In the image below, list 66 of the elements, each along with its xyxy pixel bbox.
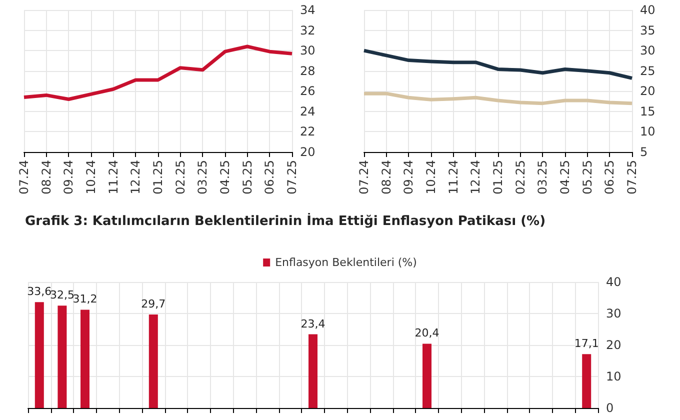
x-tick-label: 12.24	[128, 160, 143, 194]
x-tick-label: 01.25	[151, 160, 165, 194]
y-tick-label: 40	[606, 275, 622, 289]
bar	[34, 302, 44, 408]
x-tick-label: 02.25	[173, 160, 188, 194]
x-tick-label: 07.24	[17, 160, 31, 194]
bar	[80, 310, 90, 408]
x-tick-label: 07.24	[357, 160, 371, 194]
y-tick-label: 30	[606, 306, 622, 320]
x-tick-label: 03.25	[536, 160, 550, 194]
y-tick-label: 22	[300, 124, 316, 139]
bar	[308, 334, 318, 408]
x-tick-label: 05.25	[240, 160, 254, 194]
data-label: 32,5	[50, 288, 74, 302]
y-tick-label: 15	[640, 104, 656, 118]
bar	[148, 314, 158, 408]
x-tick-label: 07.25	[625, 160, 639, 194]
legend-label: Enflasyon Beklentileri (%)	[275, 256, 417, 269]
y-tick-label: 10	[606, 370, 622, 384]
x-tick-label: 08.24	[379, 160, 394, 194]
data-label: 20,4	[414, 326, 440, 340]
data-label: 31,2	[72, 292, 98, 306]
x-tick-label: 10.24	[424, 160, 438, 194]
bar	[582, 354, 592, 408]
y-tick-label: 0	[606, 401, 614, 415]
bar	[58, 306, 67, 408]
y-tick-label: 35	[640, 23, 656, 38]
x-tick-label: 11.24	[106, 160, 120, 194]
x-tick-label: 04.25	[558, 160, 572, 194]
y-tick-label: 26	[300, 84, 316, 98]
bar	[422, 344, 432, 408]
y-tick-label: 5	[640, 145, 648, 159]
x-tick-label: 11.24	[446, 160, 460, 194]
x-tick-label: 12.24	[468, 160, 483, 194]
x-tick-label: 09.24	[62, 160, 76, 194]
y-tick-label: 32	[300, 23, 316, 38]
y-tick-label: 28	[300, 64, 316, 78]
y-tick-label: 20	[640, 84, 656, 98]
data-label: 33,6	[27, 285, 52, 298]
data-label: 23,4	[300, 317, 326, 330]
y-tick-label: 24	[300, 104, 316, 118]
x-tick-label: 10.24	[84, 160, 98, 194]
y-tick-label: 30	[300, 44, 316, 58]
x-tick-label: 08.24	[39, 160, 54, 194]
x-tick-label: 03.25	[196, 160, 210, 194]
x-tick-label: 01.25	[491, 160, 505, 194]
y-tick-label: 30	[640, 44, 656, 58]
x-tick-label: 04.25	[218, 160, 232, 194]
y-tick-label: 20	[300, 145, 316, 159]
y-tick-label: 20	[606, 338, 622, 352]
x-tick-label: 05.25	[580, 160, 594, 194]
x-tick-label: 06.25	[262, 160, 277, 194]
y-tick-label: 10	[640, 124, 656, 139]
line-series	[362, 92, 634, 106]
data-label: 17,1	[574, 337, 599, 350]
line-series	[22, 44, 294, 102]
chart-title: Grafik 3: Katılımcıların Beklentilerinin İma Ettiği Enflasyon Patikası (%)	[25, 212, 546, 229]
x-tick-label: 09.24	[402, 160, 416, 194]
y-tick-label: 40	[640, 3, 656, 17]
x-tick-label: 02.25	[513, 160, 528, 194]
data-label: 29,7	[141, 297, 166, 310]
x-tick-label: 07.25	[285, 160, 299, 194]
line-series	[362, 48, 634, 80]
y-tick-label: 34	[300, 3, 316, 17]
y-tick-label: 25	[640, 64, 656, 78]
x-tick-label: 06.25	[602, 160, 617, 194]
